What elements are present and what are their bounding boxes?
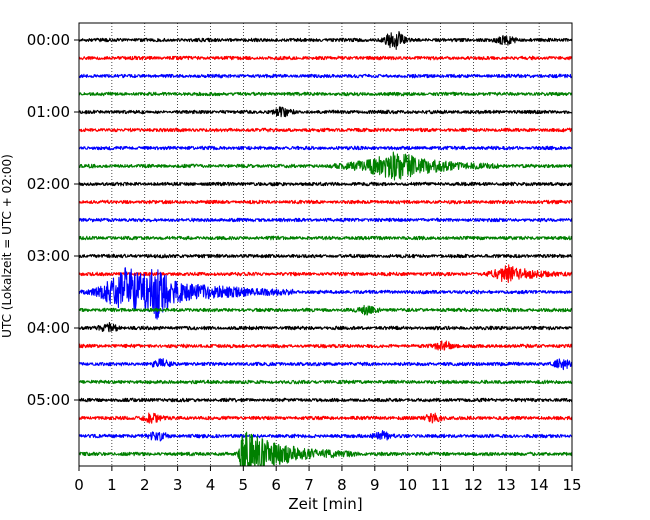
y-axis-title: UTC (Lokalzeit = UTC + 02:00) (0, 154, 14, 338)
x-tick-label: 1 (107, 476, 117, 494)
trace-0015 (79, 55, 572, 61)
trace-0445 (79, 379, 572, 385)
x-tick-label: 5 (239, 476, 249, 494)
y-tick-label: 04:00 (27, 319, 70, 337)
trace-0515 (79, 412, 572, 424)
x-tick-label: 0 (74, 476, 84, 494)
x-tick-label: 13 (497, 476, 516, 494)
x-axis: 0 1 2 3 4 5 6 7 8 9 10 11 12 13 14 15 (74, 466, 582, 494)
x-tick-label: 15 (562, 476, 581, 494)
y-tick-label: 01:00 (27, 103, 70, 121)
trace-0000 (79, 31, 572, 50)
x-tick-label: 7 (304, 476, 314, 494)
trace-0430 (79, 358, 572, 371)
trace-0315 (79, 264, 572, 284)
grid-lines (111, 23, 540, 466)
trace-0300 (79, 253, 572, 259)
x-tick-label: 12 (464, 476, 483, 494)
trace-0345 (79, 304, 572, 316)
y-tick-label: 02:00 (27, 175, 70, 193)
trace-0130 (79, 145, 572, 151)
trace-0330 (79, 267, 572, 320)
trace-0400 (79, 321, 572, 333)
trace-0500 (79, 397, 572, 403)
trace-0145 (79, 151, 572, 181)
x-tick-label: 3 (173, 476, 183, 494)
trace-0245 (79, 235, 572, 241)
trace-0030 (79, 73, 572, 79)
y-tick-label: 05:00 (27, 391, 70, 409)
x-tick-label: 6 (271, 476, 281, 494)
trace-0545 (79, 431, 572, 466)
trace-0215 (79, 199, 572, 205)
trace-0200 (79, 181, 572, 187)
plot-frame (78, 22, 573, 467)
x-axis-title: Zeit [min] (288, 495, 362, 513)
trace-0230 (79, 217, 572, 223)
trace-0415 (79, 340, 572, 351)
x-tick-label: 4 (206, 476, 216, 494)
x-tick-label: 9 (370, 476, 380, 494)
x-tick-label: 10 (398, 476, 417, 494)
trace-0045 (79, 91, 572, 97)
trace-0530 (79, 430, 572, 442)
y-tick-label: 03:00 (27, 247, 70, 265)
x-tick-label: 2 (140, 476, 150, 494)
trace-0115 (79, 127, 572, 133)
trace-group (79, 31, 572, 466)
trace-0100 (79, 106, 572, 118)
x-tick-label: 8 (337, 476, 347, 494)
y-axis: 00:00 01:00 02:00 03:00 04:00 05:00 (27, 31, 79, 409)
y-tick-label: 00:00 (27, 31, 70, 49)
x-tick-label: 11 (431, 476, 450, 494)
x-tick-label: 14 (530, 476, 549, 494)
